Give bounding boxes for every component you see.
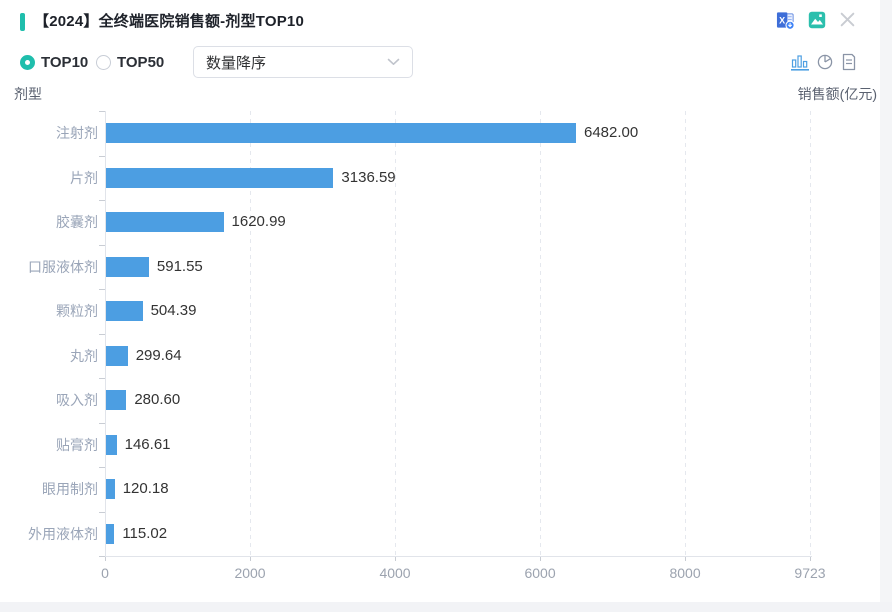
value-label: 1620.99 <box>231 213 286 231</box>
y-axis-tick <box>99 111 105 112</box>
x-tick-label: 9723 <box>794 565 826 581</box>
x-axis-tick <box>685 556 687 561</box>
category-label: 胶囊剂 <box>56 214 98 231</box>
grid-line <box>540 111 542 556</box>
y-axis-tick <box>99 333 105 335</box>
x-axis-tick <box>395 556 397 561</box>
bar[interactable] <box>106 167 334 188</box>
chevron-down-icon <box>387 53 400 71</box>
category-label: 丸剂 <box>70 347 98 364</box>
x-axis-tick <box>810 556 811 561</box>
y-axis-caption: 剂型 <box>14 86 42 102</box>
category-label: 注射剂 <box>56 125 98 142</box>
category-label: 片剂 <box>70 169 98 186</box>
y-axis-tick <box>99 155 105 157</box>
x-axis-tick <box>540 556 542 561</box>
export-image-icon[interactable] <box>807 10 827 30</box>
x-axis-tick <box>105 556 106 561</box>
y-axis-tick <box>99 422 105 424</box>
bar[interactable] <box>106 345 128 366</box>
close-icon[interactable] <box>837 9 857 29</box>
x-tick-label: 6000 <box>524 565 556 581</box>
radio-label-top10: TOP10 <box>41 53 89 71</box>
grid-line <box>810 111 811 556</box>
value-label: 280.60 <box>134 391 181 409</box>
bar[interactable] <box>106 390 127 411</box>
view-table-icon[interactable] <box>840 53 858 71</box>
category-label: 贴膏剂 <box>56 436 98 453</box>
category-label: 颗粒剂 <box>56 303 98 320</box>
y-axis-tick <box>99 378 105 379</box>
x-axis-line <box>105 556 812 557</box>
y-axis-tick <box>99 467 105 468</box>
bar[interactable] <box>106 256 149 277</box>
y-axis-tick <box>99 200 105 201</box>
bar[interactable] <box>106 479 115 500</box>
radio-option-top10[interactable]: TOP10 <box>20 52 88 72</box>
value-label: 299.64 <box>135 346 182 364</box>
value-label: 115.02 <box>122 524 168 542</box>
category-label: 口服液体剂 <box>28 258 98 275</box>
radio-label-top50: TOP50 <box>117 53 165 71</box>
y-axis-tick <box>99 244 105 246</box>
svg-text:X: X <box>779 15 785 25</box>
panel-title: 【2024】全终端医院销售额-剂型TOP10 <box>34 13 305 30</box>
value-label: 6482.00 <box>584 124 639 142</box>
value-label: 146.61 <box>124 435 171 453</box>
view-pie-chart-icon[interactable] <box>816 53 834 71</box>
category-label: 外用液体剂 <box>28 525 98 542</box>
x-tick-label: 4000 <box>379 565 411 581</box>
bar[interactable] <box>106 523 115 544</box>
title-accent-bar <box>20 13 25 31</box>
view-bar-chart-icon[interactable] <box>791 53 809 71</box>
scrollbar-track-horizontal <box>0 602 892 612</box>
bar[interactable] <box>106 123 576 144</box>
panel-card: 【2024】全终端医院销售额-剂型TOP10 X TOP10 TOP50 <box>0 0 880 602</box>
scrollbar-track-vertical <box>880 0 892 612</box>
y-axis-tick <box>99 556 105 557</box>
sort-select[interactable]: 数量降序 <box>193 46 413 78</box>
x-axis-tick <box>250 556 252 561</box>
value-label: 591.55 <box>156 257 203 275</box>
export-excel-icon[interactable]: X <box>775 10 795 30</box>
bar[interactable] <box>106 301 143 322</box>
x-tick-label: 2000 <box>234 565 266 581</box>
value-label: 120.18 <box>122 480 169 498</box>
x-tick-label: 0 <box>101 565 109 581</box>
grid-line <box>685 111 687 556</box>
sort-select-value: 数量降序 <box>206 54 267 72</box>
category-label: 眼用制剂 <box>42 481 98 498</box>
radio-option-top50[interactable]: TOP50 <box>96 52 164 72</box>
y-axis-tick <box>99 511 105 513</box>
bar[interactable] <box>106 212 224 233</box>
radio-selected-icon <box>20 54 35 70</box>
value-label: 504.39 <box>150 302 197 320</box>
value-label: 3136.59 <box>341 168 396 186</box>
bar[interactable] <box>106 434 117 455</box>
y-axis-tick <box>99 289 105 290</box>
grid-line <box>395 111 397 556</box>
x-tick-label: 8000 <box>669 565 701 581</box>
category-label: 吸入剂 <box>56 392 98 409</box>
radio-unselected-icon <box>96 54 111 70</box>
bar-chart: 0 2000 4000 6000 8000 9723 注射剂 6482.00 片剂 3136.59… <box>28 111 826 581</box>
x-axis-caption: 销售额(亿元) <box>797 86 877 102</box>
